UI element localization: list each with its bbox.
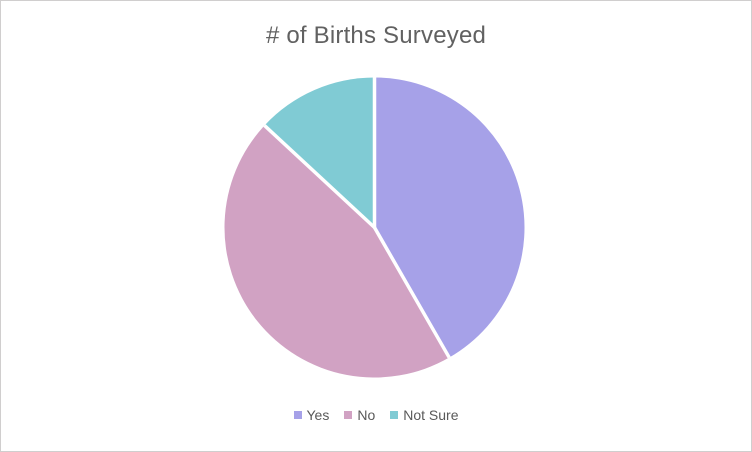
legend-label: Yes xyxy=(306,407,330,423)
legend-item-no[interactable]: No xyxy=(344,405,375,425)
chart-title[interactable]: # of Births Surveyed xyxy=(265,22,487,49)
legend-label: Not Sure xyxy=(403,407,459,423)
pie-slice-yes[interactable] xyxy=(374,77,525,358)
legend-swatch-icon xyxy=(344,411,353,419)
legend-label: No xyxy=(357,407,376,423)
pie-slice-no[interactable] xyxy=(224,125,450,378)
legend-item-yes[interactable]: Yes xyxy=(293,405,330,425)
legend-swatch-icon xyxy=(293,411,302,419)
chart-legend: Yes No Not Sure xyxy=(1,405,751,425)
legend-swatch-icon xyxy=(390,411,399,419)
slice-gap-line xyxy=(263,124,376,229)
legend-item-not-sure[interactable]: Not Sure xyxy=(390,405,459,425)
slice-gap-line xyxy=(372,226,451,359)
pie-slice-not-sure[interactable] xyxy=(264,77,375,228)
pie-chart xyxy=(224,77,525,378)
